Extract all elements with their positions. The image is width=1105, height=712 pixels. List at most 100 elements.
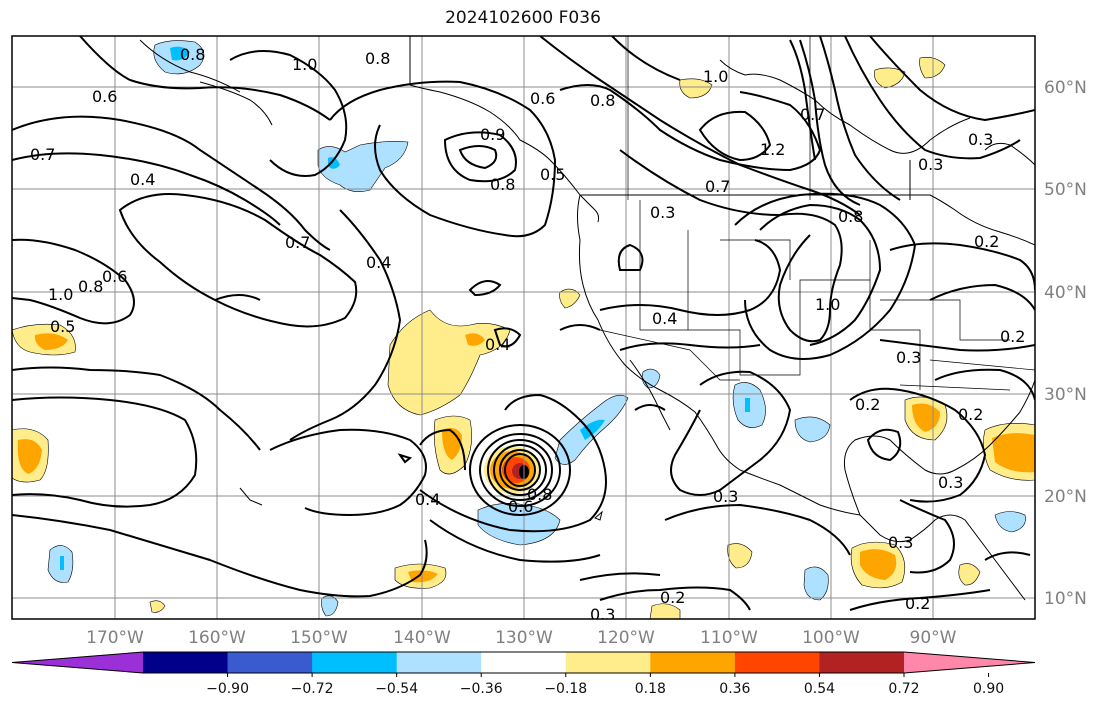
contour-label: 0.8: [365, 49, 390, 68]
lat-label: 20°N: [1044, 487, 1087, 507]
lon-label: 90°W: [910, 628, 957, 648]
lat-label: 40°N: [1044, 283, 1087, 303]
contour-label: 0.3: [650, 203, 675, 222]
positive-anomaly-core: [34, 333, 68, 350]
contour-label: 1.0: [292, 55, 317, 74]
colorbar-segment: [481, 652, 567, 673]
positive-anomaly-patch: [387, 309, 511, 416]
contour-label: 0.6: [92, 87, 117, 106]
contour-label: 0.2: [905, 594, 930, 613]
colorbar-segment: [565, 652, 651, 673]
contour-label: 0.3: [896, 348, 921, 367]
lat-label: 10°N: [1044, 589, 1087, 609]
contour-label: 0.3: [590, 605, 615, 624]
contour-label: 0.8: [180, 45, 205, 64]
contour-label: 0.8: [590, 91, 615, 110]
lon-label: 170°W: [86, 628, 144, 648]
lon-label: 150°W: [290, 628, 348, 648]
colorbar-segment: [650, 652, 736, 673]
colorbar-tick-label: −0.72: [291, 681, 334, 697]
colorbar-segment: [819, 652, 905, 673]
positive-anomaly-patch: [874, 67, 906, 89]
negative-anomaly-patch: [803, 566, 829, 601]
contour-label: 0.3: [938, 473, 963, 492]
lon-label: 110°W: [700, 628, 758, 648]
positive-anomaly-patch: [679, 78, 713, 99]
longitude-labels: 170°W 160°W 150°W 140°W 130°W 120°W 110°…: [86, 628, 957, 648]
contour-label: 0.2: [1000, 327, 1025, 346]
positive-anomaly-patch: [919, 57, 946, 79]
positive-anomaly-patch: [649, 603, 681, 619]
contour-label: 1.2: [760, 140, 785, 159]
negative-anomaly-core: [745, 398, 750, 412]
contour-label: 0.6: [102, 267, 127, 286]
contour-label: 0.6: [508, 497, 533, 516]
colorbar-tick-label: −0.36: [460, 681, 503, 697]
colorbar-tick-label: 0.72: [888, 681, 919, 697]
contour-label: 0.4: [366, 253, 391, 272]
contour-label: 0.5: [540, 165, 565, 184]
contour-label: 0.8: [838, 207, 863, 226]
shaded-fields: [12, 40, 1035, 619]
positive-anomaly-patch: [559, 288, 581, 309]
negative-anomaly-patch: [477, 503, 561, 546]
lat-label: 30°N: [1044, 385, 1087, 405]
colorbar-segments: [11, 651, 1036, 674]
negative-anomaly-core: [328, 157, 340, 169]
contour-lines: [12, 36, 1035, 611]
colorbar-extend-low: [12, 652, 143, 673]
coastlines: [139, 36, 1035, 601]
colorbar-tick-label: −0.18: [544, 681, 587, 697]
positive-anomaly-patch: [727, 543, 753, 569]
contour-label: 0.3: [918, 155, 943, 174]
contour-label: 1.0: [703, 67, 728, 86]
colorbar-segment: [396, 652, 482, 673]
colorbar-outline: [11, 651, 1036, 674]
lat-label: 60°N: [1044, 78, 1087, 98]
contour-label: 0.4: [130, 170, 155, 189]
negative-anomaly-patch: [317, 141, 409, 192]
negative-anomaly-core: [170, 46, 190, 61]
positive-anomaly-patch: [149, 600, 166, 613]
contour-label: 0.4: [485, 335, 510, 354]
negative-anomaly-patch: [321, 595, 339, 617]
lon-label: 160°W: [188, 628, 246, 648]
lat-label: 50°N: [1044, 180, 1087, 200]
contour-label: 0.4: [415, 490, 440, 509]
gridlines: [12, 36, 1035, 619]
contour-label: 0.5: [50, 317, 75, 336]
lon-label: 140°W: [393, 628, 451, 648]
colorbar-segment: [143, 652, 229, 673]
contour-label: 0.2: [974, 232, 999, 251]
negative-anomaly-patch: [994, 511, 1026, 533]
colorbar-tick-label: 0.54: [804, 681, 835, 697]
colorbar-segment: [734, 652, 820, 673]
positive-anomaly-core: [860, 549, 897, 580]
contour-label: 0.3: [713, 487, 738, 506]
colorbar: −0.90 −0.72 −0.54 −0.36 −0.18 0.18 0.36 0.54 0.7…: [11, 651, 1036, 697]
contour-label: 0.6: [530, 89, 555, 108]
colorbar-tick-label: −0.90: [206, 681, 249, 697]
latitude-labels: 60°N 50°N 40°N 30°N 20°N 10°N: [1044, 78, 1087, 609]
positive-anomaly-patch: [958, 563, 981, 586]
contour-label: 0.4: [652, 309, 677, 328]
map-frame: [11, 35, 1036, 620]
colorbar-tick-label: 0.18: [635, 681, 666, 697]
lon-label: 120°W: [597, 628, 655, 648]
colorbar-tick-label: 0.36: [719, 681, 750, 697]
positive-anomaly-core: [465, 333, 485, 346]
contour-label: 0.7: [285, 233, 310, 252]
contour-label: 0.8: [78, 277, 103, 296]
contour-label: 0.3: [968, 130, 993, 149]
contour-label: 1.0: [48, 285, 73, 304]
colorbar-extend-high: [904, 652, 1035, 673]
lon-label: 100°W: [802, 628, 860, 648]
positive-anomaly-core: [992, 433, 1035, 473]
colorbar-tick-label: 0.90: [973, 681, 1004, 697]
lon-label: 130°W: [495, 628, 553, 648]
colorbar-segment: [227, 652, 313, 673]
contour-labels: 0.8 0.8 1.0 0.6 0.6 0.8 1.0 0.7 0.4 0.9 …: [30, 45, 1025, 624]
negative-anomaly-core: [580, 419, 605, 440]
colorbar-labels: −0.90 −0.72 −0.54 −0.36 −0.18 0.18 0.36 0.54 0.7…: [206, 673, 1004, 697]
